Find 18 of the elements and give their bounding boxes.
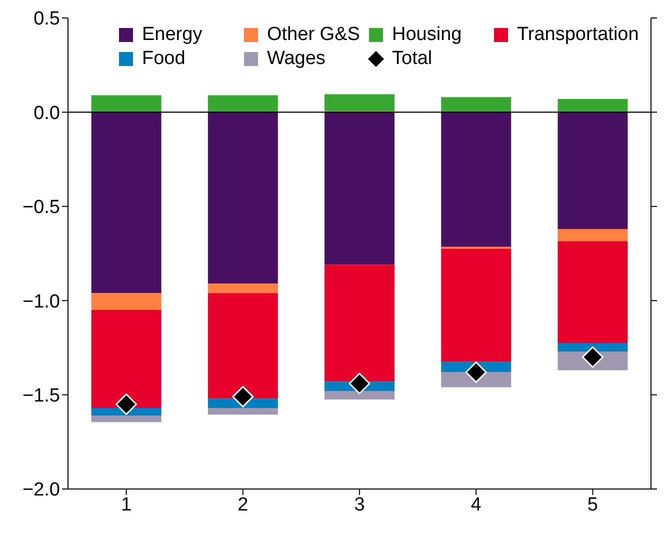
legend-label: Other G&S	[267, 24, 360, 46]
y-tick-label: −0.5	[22, 197, 60, 218]
legend-label: Total	[392, 48, 432, 70]
legend-label: Energy	[142, 24, 202, 46]
x-tick-label: 2	[238, 494, 248, 516]
legend-label: Transportation	[517, 24, 639, 46]
y-tick-label: −1.5	[22, 386, 60, 407]
y-tick-label: 0.5	[34, 8, 60, 30]
x-tick-label: 3	[354, 494, 365, 516]
legend-label: Food	[142, 48, 186, 70]
x-tick-label: 1	[121, 494, 132, 516]
y-tick-label: −2.0	[22, 480, 60, 501]
x-tick-label: 5	[587, 494, 598, 516]
legend-label: Wages	[267, 48, 326, 70]
x-tick-label: 4	[470, 494, 482, 516]
legend-label: Housing	[392, 24, 462, 46]
y-tick-label: −1.0	[22, 291, 60, 312]
y-tick-label: 0.0	[34, 102, 60, 124]
